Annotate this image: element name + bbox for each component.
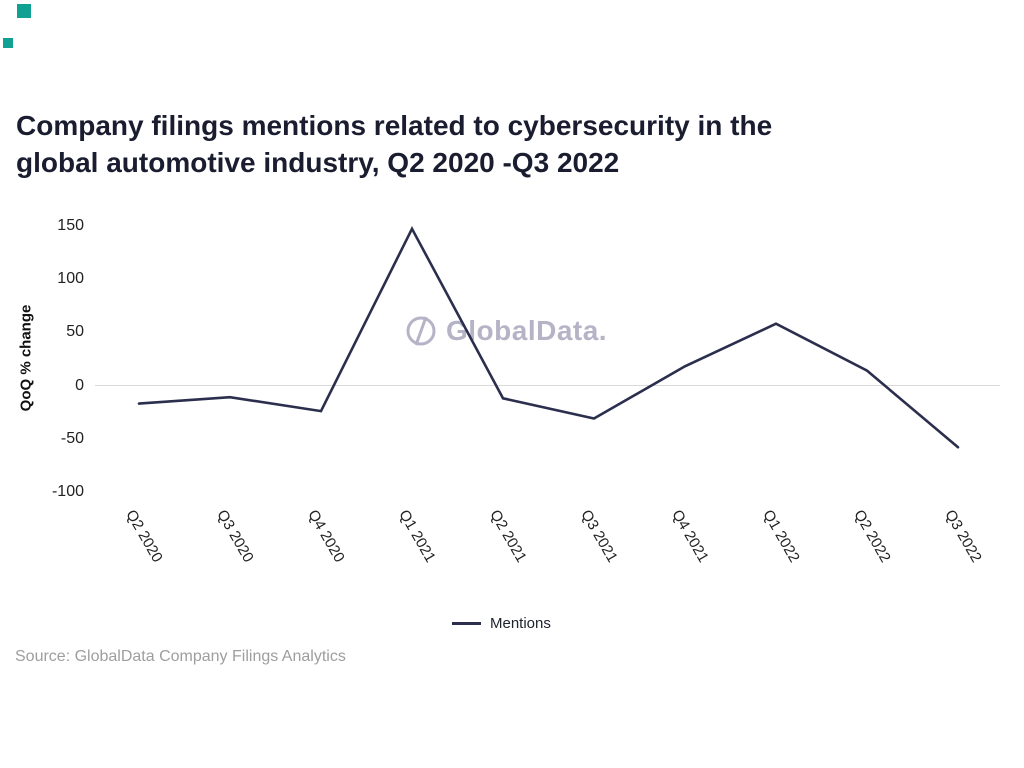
globaldata-watermark-text: GlobalData. <box>446 315 608 346</box>
brand-square-large <box>17 4 31 18</box>
source-text: Source: GlobalData Company Filings Analy… <box>15 648 346 665</box>
brand-square-small <box>3 38 13 48</box>
legend: Mentions <box>452 615 551 632</box>
y-tick--100: -100 <box>51 483 84 501</box>
x-tick-q2-2020: Q2 2020 <box>122 507 166 566</box>
y-tick-150: 150 <box>57 216 84 234</box>
chart-title-line2: global automotive industry, Q2 2020 -Q3 … <box>16 147 620 178</box>
x-tick-q4-2020: Q4 2020 <box>304 507 348 566</box>
x-tick-q2-2022: Q2 2022 <box>850 507 894 566</box>
globaldata-logo-icon <box>406 316 436 346</box>
globaldata-watermark: GlobalData. <box>405 315 607 347</box>
y-tick-0: 0 <box>75 376 84 394</box>
y-tick-50: 50 <box>66 323 84 341</box>
y-tick-100: 100 <box>57 269 84 287</box>
legend-label: Mentions <box>490 615 551 632</box>
x-tick-q2-2021: Q2 2021 <box>486 507 530 566</box>
x-tick-q1-2022: Q1 2022 <box>759 507 803 566</box>
chart-title-line1: Company filings mentions related to cybe… <box>16 110 773 141</box>
x-tick-q3-2020: Q3 2020 <box>213 507 257 566</box>
x-tick-q4-2021: Q4 2021 <box>668 507 712 566</box>
x-tick-q3-2022: Q3 2022 <box>941 507 985 566</box>
x-tick-q1-2021: Q1 2021 <box>395 507 439 566</box>
chart-title: Company filings mentions related to cybe… <box>16 107 916 181</box>
legend-line-swatch <box>452 622 481 625</box>
x-tick-q3-2021: Q3 2021 <box>577 507 621 566</box>
y-tick--50: -50 <box>60 429 84 447</box>
